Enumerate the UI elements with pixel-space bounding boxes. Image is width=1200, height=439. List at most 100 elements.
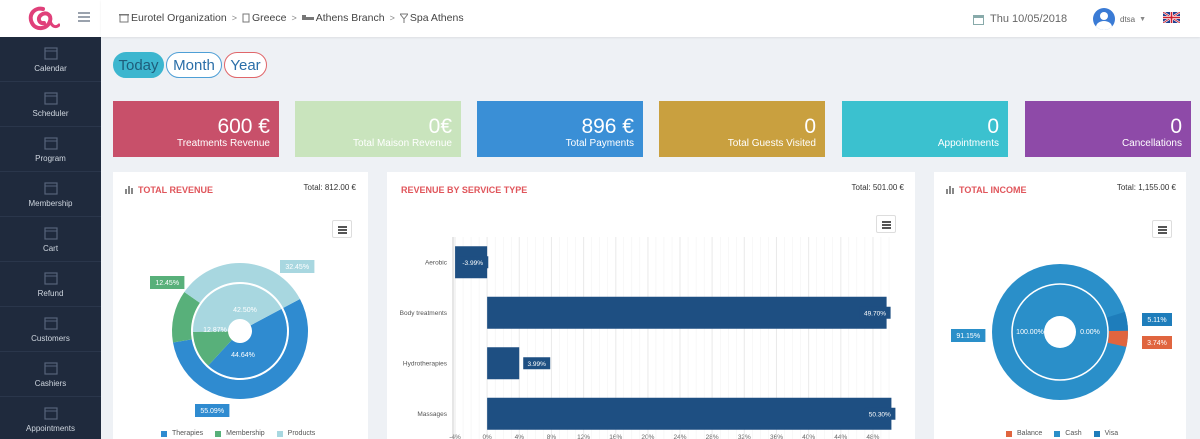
outer-label-membership: 12.45%	[155, 280, 179, 287]
sidebar: Calendar Scheduler Program Membership Cart Re…	[0, 0, 101, 439]
period-month-button[interactable]: Month	[166, 52, 222, 78]
logo-area	[0, 0, 101, 37]
current-date: Thu 10/05/2018	[973, 13, 1067, 25]
bar-body-treatments[interactable]	[487, 296, 887, 329]
y-category-label: Body treatments	[400, 310, 448, 317]
outer-label-visa-bg	[1142, 313, 1172, 326]
sidebar-item-cart[interactable]: Cart	[0, 217, 101, 262]
cart-icon	[43, 226, 58, 240]
appointments-icon	[43, 406, 58, 420]
period-today-button[interactable]: Today	[113, 52, 164, 78]
outer-label-products: 32.45%	[285, 264, 309, 271]
sidebar-item-calendar[interactable]: Calendar	[0, 37, 101, 82]
stat-value: 0€	[428, 115, 452, 138]
outer-label-balance: 3.74%	[1147, 340, 1167, 347]
inner-label-0: 44.64%	[231, 352, 255, 359]
outer-label-membership-bg	[150, 276, 185, 289]
bar-value-label-bg	[523, 357, 551, 370]
sidebar-item-membership[interactable]: Membership	[0, 172, 101, 217]
inner-label-cash: 100.00%	[1016, 329, 1044, 336]
outer-label-therapies-bottom: 55.09%	[200, 408, 224, 415]
bar-value-label-bg	[864, 407, 896, 420]
breadcrumb-country[interactable]: Greece	[242, 12, 286, 24]
revenue-by-service-title: REVENUE BY SERVICE TYPE	[401, 185, 528, 195]
bar-chart-icon	[125, 186, 133, 194]
stat-label: Total Maison Revenue	[353, 138, 452, 149]
breadcrumb-spa[interactable]: Spa Athens	[399, 12, 464, 24]
username: dtsa	[1120, 14, 1136, 24]
stat-value: 896 €	[581, 115, 634, 138]
legend-item[interactable]: Therapies	[161, 430, 203, 437]
bar-value-label: 49.70%	[864, 310, 886, 317]
country-icon	[242, 13, 250, 23]
outer-slice-visa[interactable]	[1106, 311, 1128, 332]
inner-slice-0[interactable]	[208, 308, 287, 378]
scheduler-icon	[43, 91, 58, 105]
inner-label-2: 42.50%	[233, 307, 257, 314]
stat-card-treatments-revenue: 600 € Treatments Revenue	[113, 101, 279, 157]
stat-card-total-payments: 896 € Total Payments	[477, 101, 643, 157]
bar-value-label: 50.30%	[869, 411, 891, 418]
outer-label-visa: 5.11%	[1147, 317, 1166, 324]
outer-slice-0[interactable]	[172, 298, 308, 399]
sidebar-item-cashiers[interactable]: Cashiers	[0, 352, 101, 397]
stat-label: Treatments Revenue	[176, 138, 270, 149]
total-revenue-chart: 12.45% 32.45% 55.09% 44.64% 12.87% 42.50%	[150, 260, 315, 417]
avatar	[1093, 8, 1115, 30]
building-icon	[119, 14, 129, 23]
breadcrumb-separator: >	[291, 13, 297, 23]
sidebar-item-refund[interactable]: Refund	[0, 262, 101, 307]
outer-label-products-bg	[280, 260, 315, 273]
total-income-total: Total: 1,155.00 €	[1116, 183, 1176, 192]
chart-menu-button[interactable]	[876, 215, 896, 233]
stat-label: Total Guests Visited	[727, 138, 816, 149]
sidebar-item-scheduler[interactable]: Scheduler	[0, 82, 101, 127]
sidebar-item-program[interactable]: Program	[0, 127, 101, 172]
outer-slice-1[interactable]	[172, 291, 200, 343]
legend-item[interactable]: Cash	[1054, 430, 1082, 437]
bar-massages[interactable]	[487, 397, 892, 430]
bar-value-label: 3.99%	[527, 361, 546, 368]
ring-divider	[191, 282, 289, 380]
revenue-by-service-total: Total: 501.00 €	[851, 183, 904, 192]
breadcrumb-separator: >	[231, 13, 237, 23]
menu-toggle-icon[interactable]	[78, 12, 90, 22]
breadcrumb-separator: >	[389, 13, 395, 23]
breadcrumb-branch[interactable]: Athens Branch	[301, 12, 385, 24]
bar-value-label: -3.99%	[462, 260, 483, 267]
legend-item[interactable]: Balance	[1006, 430, 1042, 437]
outer-slice-2[interactable]	[184, 263, 300, 308]
legend-item[interactable]: Membership	[215, 430, 265, 437]
bar-hydrotherapies[interactable]	[487, 347, 520, 380]
revenue-by-service-chart: -4% 0% 4% 8% 12% 16% 20% 24% 28% 32% 36% 40% 44% 48%A…	[400, 237, 896, 439]
legend-item[interactable]: Visa	[1093, 430, 1118, 437]
stat-card-total-guests-visited: 0 Total Guests Visited	[659, 101, 825, 157]
calendar-icon	[973, 14, 984, 25]
period-year-button[interactable]: Year	[224, 52, 267, 78]
sidebar-item-customers[interactable]: Customers	[0, 307, 101, 352]
total-revenue-panel: TOTAL REVENUE Total: 812.00 € 12.45% 32.4…	[113, 172, 368, 439]
total-income-panel: TOTAL INCOME Total: 1,155.00 € 100.00% 0.…	[934, 172, 1186, 439]
chart-menu-button[interactable]	[1152, 220, 1172, 238]
inner-slice-2[interactable]	[193, 284, 282, 332]
inner-slice-1[interactable]	[193, 331, 232, 366]
bar-value-label-bg	[457, 256, 489, 269]
stat-card-cancellations: 0 Cancellations	[1025, 101, 1191, 157]
breadcrumb-organization[interactable]: Eurotel Organization	[119, 12, 227, 24]
uk-flag-icon[interactable]	[1163, 12, 1180, 23]
app-logo	[28, 6, 60, 30]
sidebar-item-appointments[interactable]: Appointments	[0, 397, 101, 439]
chart-menu-button[interactable]	[332, 220, 352, 238]
total-revenue-title: TOTAL REVENUE	[125, 185, 213, 195]
chevron-down-icon: ▼	[1139, 15, 1147, 23]
stat-value: 0	[804, 115, 816, 138]
total-income-title: TOTAL INCOME	[946, 185, 1027, 195]
program-icon	[43, 136, 58, 150]
legend-item[interactable]: Products	[276, 430, 315, 437]
total-revenue-total: Total: 812.00 €	[303, 183, 356, 192]
user-menu[interactable]: dtsa ▼	[1093, 8, 1146, 30]
top-header: Eurotel Organization > Greece > Athens B…	[101, 0, 1200, 37]
outer-slice-balance[interactable]	[1107, 330, 1128, 347]
cashiers-icon	[43, 361, 58, 375]
membership-icon	[43, 181, 58, 195]
